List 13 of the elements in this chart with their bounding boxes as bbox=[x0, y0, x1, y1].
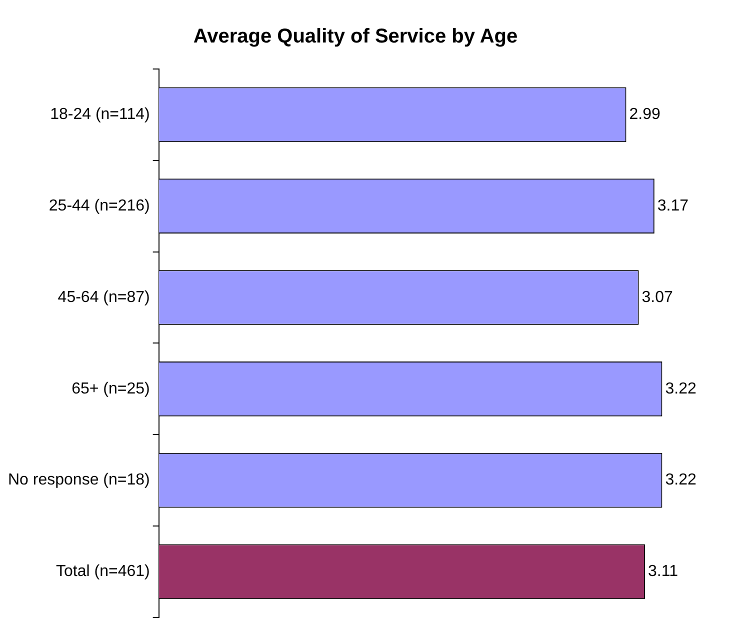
y-tick-label: No response (n=18) bbox=[8, 472, 150, 489]
y-tick-label: 18-24 (n=114) bbox=[50, 106, 150, 124]
y-tick-label: Total (n=461) bbox=[56, 563, 150, 580]
data-label: 3.22 bbox=[665, 472, 696, 489]
chart-title: Average Quality of Service by Age bbox=[193, 26, 518, 48]
data-label: 2.99 bbox=[629, 106, 661, 124]
data-label: 3.07 bbox=[642, 288, 674, 306]
data-label: 3.22 bbox=[665, 380, 696, 398]
y-tick-label: 45-64 (n=87) bbox=[58, 288, 150, 306]
data-label: 3.11 bbox=[648, 563, 678, 580]
data-label: 3.17 bbox=[657, 198, 689, 215]
y-tick-label: 65+ (n=25) bbox=[72, 380, 150, 398]
y-tick-label: 25-44 (n=216) bbox=[48, 198, 150, 215]
